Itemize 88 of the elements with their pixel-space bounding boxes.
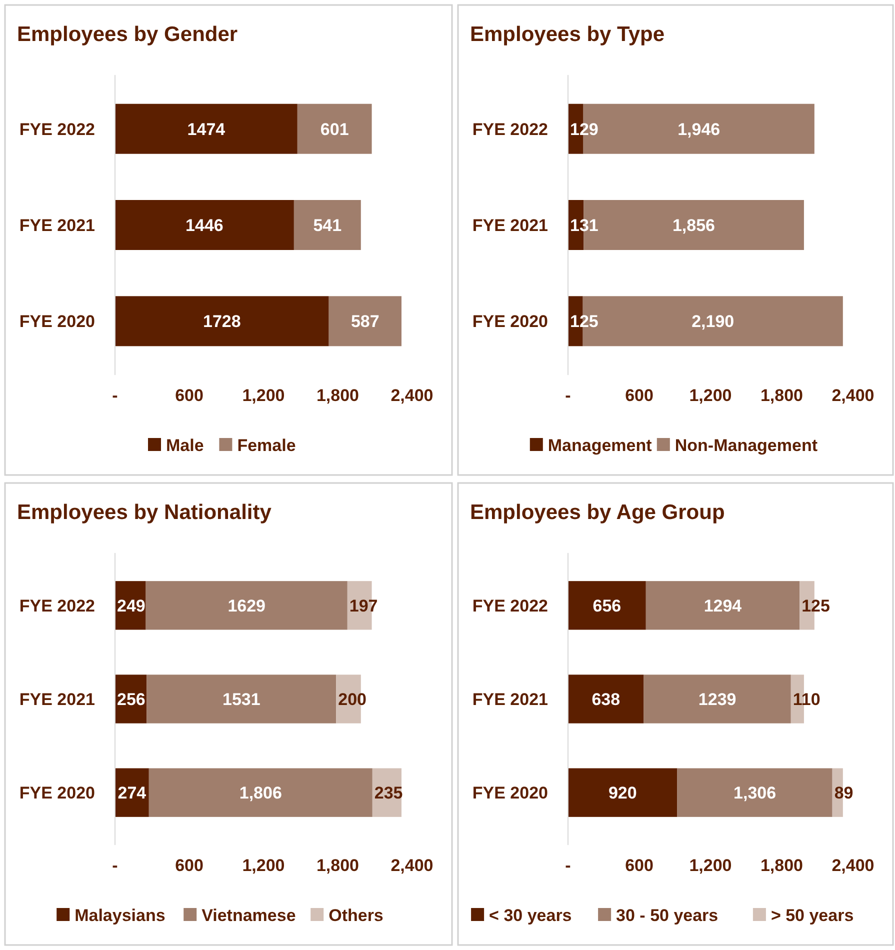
data-label: 249 (117, 596, 146, 616)
legend-label: Vietnamese (202, 906, 296, 925)
x-tick-label: - (565, 386, 571, 405)
x-tick-label: 2,400 (390, 856, 434, 875)
x-tick-label: - (112, 856, 118, 875)
x-tick-label: 600 (625, 386, 654, 405)
legend-label: Male (166, 436, 204, 455)
bar (115, 200, 294, 250)
bar (148, 768, 372, 817)
bar (294, 200, 361, 250)
x-tick-label: 1,200 (242, 386, 285, 405)
bar (115, 104, 298, 154)
data-label: 1728 (203, 312, 241, 332)
bar (297, 104, 372, 154)
legend-label: Others (328, 906, 384, 925)
bar (646, 581, 800, 630)
data-label: 1531 (222, 690, 260, 709)
data-label: 200 (338, 690, 367, 709)
x-tick-label: 2,400 (390, 386, 434, 405)
x-tick-label: - (112, 386, 118, 405)
data-label: 920 (608, 784, 637, 803)
data-label: 1629 (228, 596, 266, 616)
legend-label: Malaysians (74, 906, 166, 925)
bar (568, 768, 678, 817)
bar (146, 674, 336, 724)
legend-label: > 50 years (770, 906, 854, 925)
legend-label: Non-Management (674, 436, 818, 455)
chart-title: Employees by Type (470, 23, 665, 46)
data-label: 638 (592, 690, 620, 709)
x-tick-label: 1,800 (760, 386, 804, 405)
data-label: 656 (592, 596, 622, 616)
data-label: 587 (350, 312, 380, 332)
y-tick-label: FYE 2020 (19, 784, 95, 803)
x-tick-label: 2,400 (832, 386, 874, 405)
x-tick-label: 600 (625, 856, 654, 875)
data-label: 110 (792, 690, 820, 709)
legend-label: 30 - 50 years (616, 906, 718, 925)
data-label: 125 (802, 596, 830, 616)
data-label: 1294 (704, 596, 742, 616)
data-label: 256 (117, 690, 146, 709)
bar (568, 581, 646, 630)
data-label: 1474 (187, 120, 226, 139)
x-tick-label: 1,200 (242, 856, 285, 875)
x-tick-label: 2,400 (832, 856, 874, 875)
x-tick-label: 600 (175, 856, 204, 875)
chart-title: Employees by Gender (17, 23, 238, 46)
bar (568, 674, 644, 724)
legend-label: < 30 years (489, 906, 572, 925)
x-tick-label: 1,200 (689, 386, 732, 405)
y-tick-label: FYE 2021 (472, 690, 548, 709)
data-label: 1446 (186, 216, 224, 235)
data-label: 541 (313, 216, 342, 235)
x-tick-label: 1,800 (760, 856, 804, 875)
y-tick-label: FYE 2022 (472, 596, 548, 616)
legend-label: Female (237, 436, 296, 455)
y-tick-label: FYE 2021 (472, 216, 548, 235)
y-tick-label: FYE 2021 (19, 690, 95, 709)
data-label: 1239 (698, 690, 736, 709)
y-tick-label: FYE 2020 (19, 312, 95, 332)
y-tick-label: FYE 2021 (19, 216, 95, 235)
bar (328, 296, 402, 346)
y-tick-label: FYE 2022 (472, 120, 548, 139)
data-label: 235 (374, 784, 403, 803)
data-label: 1,306 (734, 784, 776, 803)
y-tick-label: FYE 2020 (472, 312, 548, 332)
y-tick-label: FYE 2022 (19, 120, 95, 139)
bar (146, 581, 348, 630)
data-label: 89 (834, 784, 854, 803)
chart-title: Employees by Nationality (17, 501, 272, 524)
chart-title: Employees by Age Group (470, 501, 725, 524)
data-label: 274 (118, 784, 147, 803)
data-label: 1,856 (672, 216, 716, 235)
data-label: 2,190 (692, 312, 734, 332)
bar (677, 768, 832, 817)
x-tick-label: 1,800 (316, 386, 360, 405)
bar (115, 296, 329, 346)
bar (644, 674, 791, 724)
data-label: 197 (349, 596, 378, 616)
x-tick-label: 1,200 (689, 856, 732, 875)
data-label: 1,946 (678, 120, 720, 139)
x-tick-label: - (565, 856, 571, 875)
data-label: 1,806 (239, 784, 282, 803)
y-tick-label: FYE 2022 (19, 596, 95, 616)
legend-label: Management (548, 436, 652, 455)
x-tick-label: 1,800 (316, 856, 360, 875)
x-tick-label: 600 (175, 386, 204, 405)
data-label: 601 (320, 120, 349, 139)
y-tick-label: FYE 2020 (472, 784, 548, 803)
